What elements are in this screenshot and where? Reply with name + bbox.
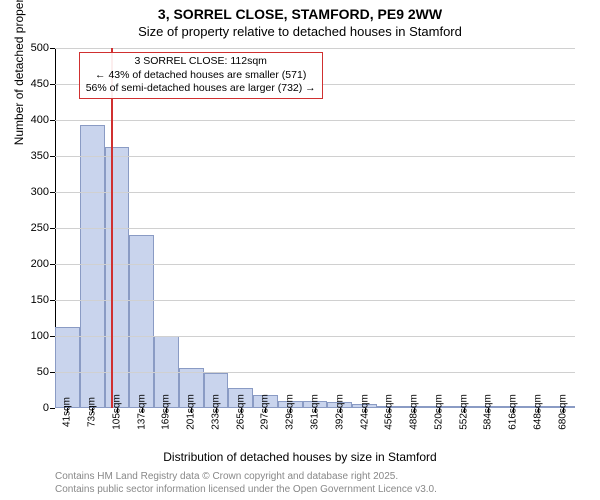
- x-tick-label: 201sqm: [186, 394, 197, 430]
- chart-title: 3, SORREL CLOSE, STAMFORD, PE9 2WW: [0, 0, 600, 22]
- y-tick-label: 200: [31, 258, 49, 270]
- gridline: [55, 264, 575, 265]
- bar: [129, 235, 154, 408]
- x-tick-label: 680sqm: [557, 394, 568, 430]
- footer: Contains HM Land Registry data © Crown c…: [55, 471, 437, 496]
- x-tick-label: 648sqm: [532, 394, 543, 430]
- y-tick: [50, 408, 55, 409]
- chart-container: 3, SORREL CLOSE, STAMFORD, PE9 2WW Size …: [0, 0, 600, 500]
- x-tick-label: 329sqm: [285, 394, 296, 430]
- y-tick: [50, 84, 55, 85]
- gridline: [55, 156, 575, 157]
- x-tick-label: 297sqm: [260, 394, 271, 430]
- y-tick-label: 500: [31, 42, 49, 54]
- footer-line1: Contains HM Land Registry data © Crown c…: [55, 471, 437, 484]
- y-tick: [50, 336, 55, 337]
- x-axis-title: Distribution of detached houses by size …: [0, 450, 600, 464]
- gridline: [55, 300, 575, 301]
- x-tick-label: 456sqm: [384, 394, 395, 430]
- y-tick-label: 50: [37, 366, 49, 378]
- x-tick-label: 552sqm: [458, 394, 469, 430]
- y-tick-label: 450: [31, 78, 49, 90]
- x-tick-label: 105sqm: [111, 394, 122, 430]
- x-tick-label: 73sqm: [87, 397, 98, 427]
- x-tick-label: 233sqm: [210, 394, 221, 430]
- y-tick: [50, 372, 55, 373]
- y-tick-label: 350: [31, 150, 49, 162]
- x-tick-label: 616sqm: [508, 394, 519, 430]
- x-tick-label: 41sqm: [62, 397, 73, 427]
- x-tick-label: 361sqm: [310, 394, 321, 430]
- y-tick-label: 100: [31, 330, 49, 342]
- annotation-line3: 56% of semi-detached houses are larger (…: [86, 82, 316, 96]
- gridline: [55, 372, 575, 373]
- annotation-line2: ← 43% of detached houses are smaller (57…: [86, 69, 316, 83]
- x-tick-label: 424sqm: [359, 394, 370, 430]
- footer-line2: Contains public sector information licen…: [55, 484, 437, 497]
- annotation-line1: 3 SORREL CLOSE: 112sqm: [86, 55, 316, 69]
- marker-line: [111, 48, 113, 408]
- gridline: [55, 120, 575, 121]
- x-tick-label: 265sqm: [235, 394, 246, 430]
- y-tick: [50, 192, 55, 193]
- gridline: [55, 228, 575, 229]
- y-tick: [50, 156, 55, 157]
- x-tick-label: 137sqm: [136, 394, 147, 430]
- y-tick: [50, 120, 55, 121]
- x-tick-label: 584sqm: [483, 394, 494, 430]
- bar: [80, 125, 105, 408]
- gridline: [55, 192, 575, 193]
- x-tick-label: 488sqm: [409, 394, 420, 430]
- gridline: [55, 336, 575, 337]
- y-tick-label: 300: [31, 186, 49, 198]
- y-tick: [50, 300, 55, 301]
- plot-area: 050100150200250300350400450500 41sqm73sq…: [55, 48, 575, 408]
- gridline: [55, 48, 575, 49]
- annotation-box: 3 SORREL CLOSE: 112sqm ← 43% of detached…: [79, 52, 323, 99]
- y-tick-label: 400: [31, 114, 49, 126]
- y-tick-label: 250: [31, 222, 49, 234]
- y-tick: [50, 228, 55, 229]
- y-axis-title: Number of detached properties: [12, 0, 26, 145]
- y-tick-label: 150: [31, 294, 49, 306]
- y-tick-label: 0: [43, 402, 49, 414]
- chart-subtitle: Size of property relative to detached ho…: [0, 22, 600, 39]
- y-tick: [50, 48, 55, 49]
- y-tick: [50, 264, 55, 265]
- bar: [55, 327, 80, 408]
- x-tick-label: 169sqm: [161, 394, 172, 430]
- x-tick-label: 392sqm: [334, 394, 345, 430]
- bar: [105, 147, 130, 408]
- x-tick-label: 520sqm: [433, 394, 444, 430]
